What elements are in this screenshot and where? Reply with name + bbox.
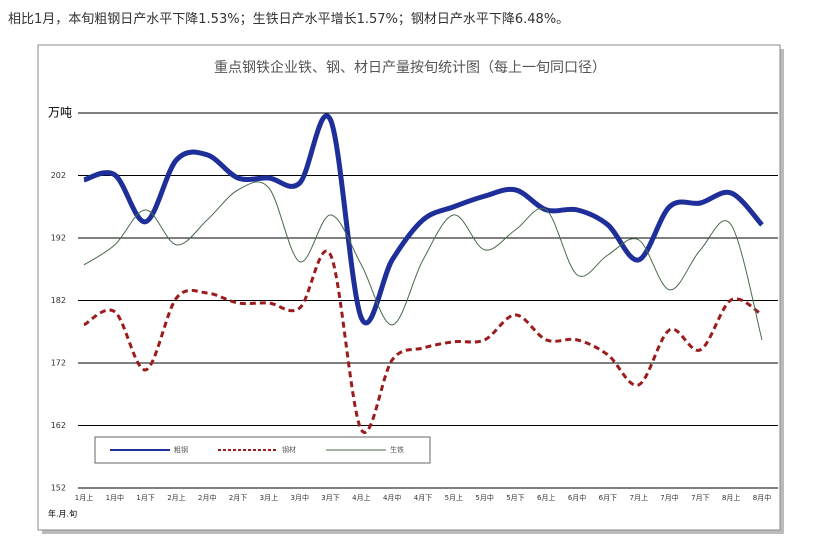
x-tick-label: 2月中: [198, 493, 216, 502]
legend-label: 粗钢: [174, 445, 188, 454]
x-tick-label: 5月下: [506, 494, 524, 502]
y-tick-label: 162: [51, 421, 66, 430]
legend-label: 生铁: [390, 445, 404, 454]
x-tick-label: 8月中: [753, 493, 771, 502]
x-label: 年.月.旬: [48, 509, 77, 519]
intro-text: 相比1月，本旬粗钢日产水平下降1.53%；生铁日产水平增长1.57%；钢材日产水…: [8, 12, 570, 27]
x-tick-label: 3月下: [321, 494, 339, 502]
series-line: [83, 113, 764, 326]
x-tick-label: 7月上: [629, 493, 647, 502]
x-tick-label: 2月下: [229, 494, 247, 502]
x-tick-label: 1月下: [136, 494, 154, 502]
x-tick-label: 8月上: [722, 493, 740, 502]
x-tick-label: 7月中: [660, 493, 678, 502]
x-tick-label: 2月上: [167, 493, 185, 502]
y-tick-label: 192: [51, 234, 66, 243]
x-tick-label: 4月中: [383, 493, 401, 502]
y-tick-label: 172: [51, 359, 66, 368]
x-tick-label: 1月上: [75, 493, 93, 502]
x-tick-label: 6月中: [568, 493, 586, 502]
x-tick-label: 3月中: [290, 493, 308, 502]
y-tick-label: 152: [51, 484, 66, 493]
series-line: [83, 249, 763, 434]
chart-title: 重点钢铁企业铁、钢、材日产量按旬统计图（每上一旬同口径）: [214, 59, 606, 76]
x-tick-label: 7月下: [691, 494, 709, 502]
y-tick-label: 202: [51, 171, 66, 180]
x-tick-label: 5月中: [475, 493, 493, 502]
x-tick-label: 4月下: [414, 494, 432, 502]
x-tick-label: 6月上: [537, 493, 555, 502]
y-label: 万吨: [48, 106, 72, 120]
y-tick-label: 182: [51, 296, 66, 305]
x-tick-label: 1月中: [106, 493, 124, 502]
legend-label: 钢材: [282, 445, 296, 454]
x-tick-label: 3月上: [260, 493, 278, 502]
x-tick-label: 6月下: [599, 494, 617, 502]
x-tick-label: 5月上: [445, 493, 463, 502]
series-line: [83, 181, 763, 341]
x-tick-label: 4月上: [352, 493, 370, 502]
